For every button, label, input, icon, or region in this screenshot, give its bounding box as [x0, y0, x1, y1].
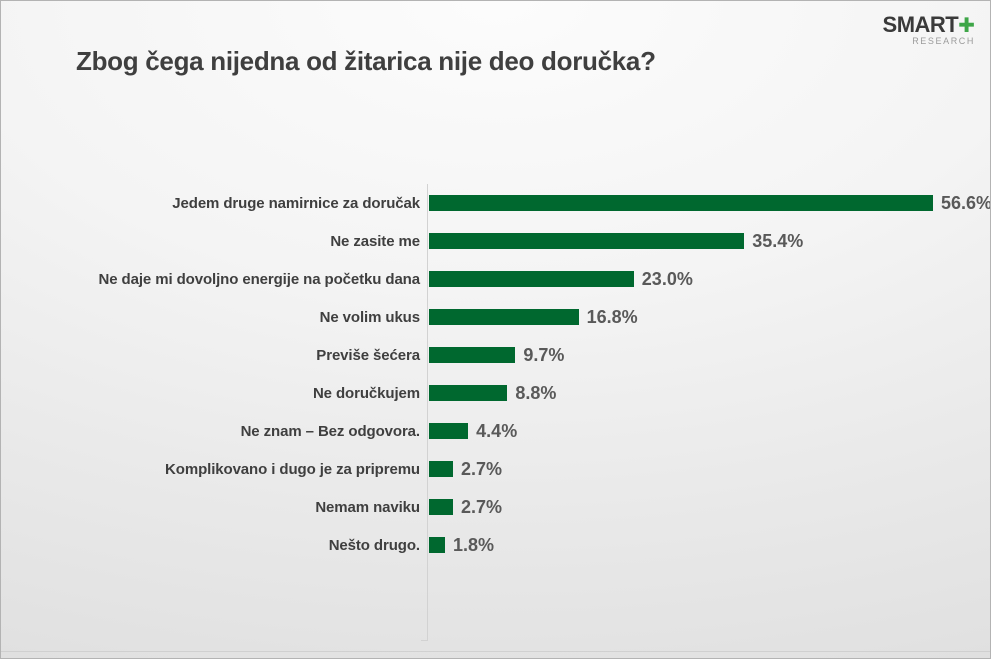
category-label: Nemam naviku — [315, 498, 420, 516]
bar-area: 1.8% — [427, 526, 990, 564]
category-label: Ne znam – Bez odgovora. — [240, 422, 421, 440]
chart-row: Nešto drugo. 1.8% — [1, 526, 990, 564]
bar — [429, 499, 454, 515]
logo-brand-text: SMART — [882, 12, 959, 37]
category-label: Jedem druge namirnice za doručak — [172, 194, 420, 212]
chart-row: Ne volim ukus 16.8% — [1, 298, 990, 336]
bar-chart: Jedem druge namirnice za doručak 56.6% Ne … — [1, 184, 990, 564]
bar — [429, 309, 579, 325]
category-axis-line — [427, 184, 428, 641]
chart-row: Ne znam – Bez odgovora. 4.4% — [1, 412, 990, 450]
bar-area: 8.8% — [427, 374, 990, 412]
axis-tick — [421, 640, 428, 641]
value-label: 23.0% — [641, 268, 693, 289]
category-label: Previše šećera — [316, 346, 420, 364]
bar — [429, 423, 469, 439]
value-label: 56.6% — [941, 192, 991, 213]
value-label: 35.4% — [752, 230, 804, 251]
bar-area: 35.4% — [427, 222, 990, 260]
bar — [429, 385, 508, 401]
chart-row: Previše šećera 9.7% — [1, 336, 990, 374]
bar — [429, 537, 446, 553]
value-label: 2.7% — [461, 458, 503, 479]
bar — [429, 195, 933, 211]
category-label: Ne zasite me — [330, 232, 420, 250]
logo-subtitle: RESEARCH — [912, 36, 975, 46]
value-label: 1.8% — [453, 534, 495, 555]
value-label: 16.8% — [586, 306, 638, 327]
bar — [429, 461, 454, 477]
chart-row: Nemam naviku 2.7% — [1, 488, 990, 526]
smart-research-logo: SMART✚ RESEARCH — [883, 14, 975, 46]
category-label: Ne daje mi dovoljno energije na početku … — [98, 270, 420, 288]
category-label: Komplikovano i dugo je za pripremu — [165, 460, 420, 478]
chart-row: Ne doručkujem 8.8% — [1, 374, 990, 412]
bar — [429, 233, 745, 249]
bar-area: 2.7% — [427, 488, 990, 526]
bar-area: 16.8% — [427, 298, 990, 336]
chart-row: Ne daje mi dovoljno energije na početku … — [1, 260, 990, 298]
value-label: 8.8% — [515, 382, 557, 403]
bar-area: 23.0% — [427, 260, 990, 298]
category-label: Ne doručkujem — [312, 384, 420, 402]
category-label: Ne volim ukus — [319, 308, 421, 326]
bar-area: 9.7% — [427, 336, 990, 374]
bar-area: 4.4% — [427, 412, 990, 450]
plus-icon: ✚ — [958, 15, 975, 37]
bar — [429, 271, 634, 287]
chart-title: Zbog čega nijedna od žitarica nije deo d… — [76, 46, 656, 76]
value-label: 4.4% — [476, 420, 518, 441]
chart-row: Jedem druge namirnice za doručak 56.6% — [1, 184, 990, 222]
chart-row: Ne zasite me 35.4% — [1, 222, 990, 260]
logo-brand-row: SMART✚ — [883, 14, 975, 37]
bar-area: 2.7% — [427, 450, 990, 488]
bar-area: 56.6% — [427, 184, 990, 222]
bar — [429, 347, 516, 363]
value-label: 9.7% — [523, 344, 565, 365]
value-label: 2.7% — [461, 496, 503, 517]
category-label: Nešto drugo. — [328, 536, 420, 554]
chart-row: Komplikovano i dugo je za pripremu 2.7% — [1, 450, 990, 488]
